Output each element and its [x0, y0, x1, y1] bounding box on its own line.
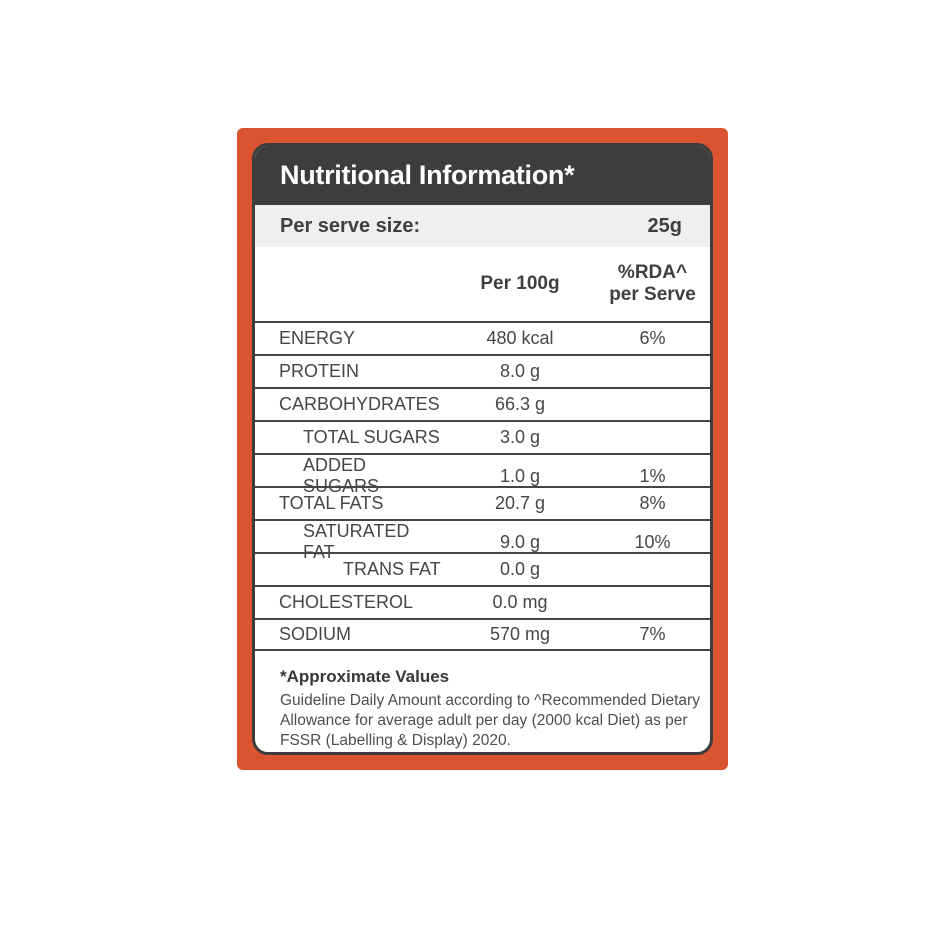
table-row: ADDED SUGARS 1.0 g 1%: [255, 453, 710, 496]
footnote-section: *Approximate Values Guideline Daily Amou…: [255, 651, 710, 750]
nutrient-name: ENERGY: [279, 328, 356, 348]
nutrient-value: 20.7 g: [494, 493, 546, 513]
nutrient-rda: 7%: [639, 624, 666, 644]
table-row: SATURATED FAT 9.0 g 10%: [255, 519, 710, 562]
nutrient-value: 0.0 g: [499, 559, 541, 579]
nutrient-name: TRANS FAT: [343, 559, 441, 579]
nutrition-table: ENERGY 480 kcal 6% PROTEIN 8.0 g CARBOHY…: [255, 321, 710, 651]
nutrient-name: TOTAL SUGARS: [303, 427, 440, 447]
table-row: TRANS FAT 0.0 g: [255, 552, 710, 585]
nutrient-name: ADDED SUGARS: [303, 455, 380, 496]
column-header-rda: %RDA^ per Serve: [595, 262, 710, 306]
nutrient-name: CHOLESTEROL: [279, 592, 414, 612]
serve-size-row: Per serve size: 25g: [255, 205, 710, 247]
serve-size-label: Per serve size:: [280, 214, 421, 237]
footnote-title: *Approximate Values: [280, 667, 450, 686]
nutrient-rda: 6%: [639, 328, 666, 348]
table-row: CARBOHYDRATES 66.3 g: [255, 387, 710, 420]
nutrient-rda: 1%: [639, 465, 666, 486]
table-row: SODIUM 570 mg 7%: [255, 618, 710, 651]
table-row: ENERGY 480 kcal 6%: [255, 321, 710, 354]
nutrient-rda: 10%: [634, 531, 671, 552]
nutrition-facts-card: Nutritional Information* Per serve size:…: [252, 143, 713, 755]
nutrient-value: 9.0 g: [499, 531, 541, 552]
table-row: TOTAL SUGARS 3.0 g: [255, 420, 710, 453]
page-title: Nutritional Information*: [280, 160, 575, 190]
nutrient-value: 480 kcal: [486, 328, 554, 348]
nutrient-value: 0.0 mg: [492, 592, 548, 612]
column-header-row: Per 100g %RDA^ per Serve: [255, 247, 710, 321]
nutrient-value: 3.0 g: [499, 427, 541, 447]
nutrient-value: 66.3 g: [494, 394, 546, 414]
card-header: Nutritional Information*: [255, 146, 710, 205]
footnote-text: Guideline Daily Amount according to ^Rec…: [280, 692, 700, 749]
column-header-rda-line1: %RDA^: [617, 262, 688, 284]
nutrient-rda: 8%: [639, 493, 666, 513]
nutrient-name: SATURATED FAT: [303, 521, 410, 562]
nutrient-name: PROTEIN: [279, 361, 360, 381]
nutrient-value: 570 mg: [489, 624, 551, 644]
table-row: CHOLESTEROL 0.0 mg: [255, 585, 710, 618]
column-header-rda-line2: per Serve: [609, 284, 696, 305]
serve-size-value: 25g: [647, 214, 682, 237]
table-row: PROTEIN 8.0 g: [255, 354, 710, 387]
nutrient-value: 8.0 g: [499, 361, 541, 381]
table-row: TOTAL FATS 20.7 g 8%: [255, 486, 710, 519]
column-header-per100g: Per 100g: [480, 273, 560, 295]
nutrient-name: SODIUM: [279, 624, 351, 644]
nutrient-name: TOTAL FATS: [279, 493, 384, 513]
nutrient-value: 1.0 g: [499, 465, 541, 486]
label-orange-frame: Nutritional Information* Per serve size:…: [237, 128, 728, 770]
nutrient-name: CARBOHYDRATES: [279, 394, 440, 414]
